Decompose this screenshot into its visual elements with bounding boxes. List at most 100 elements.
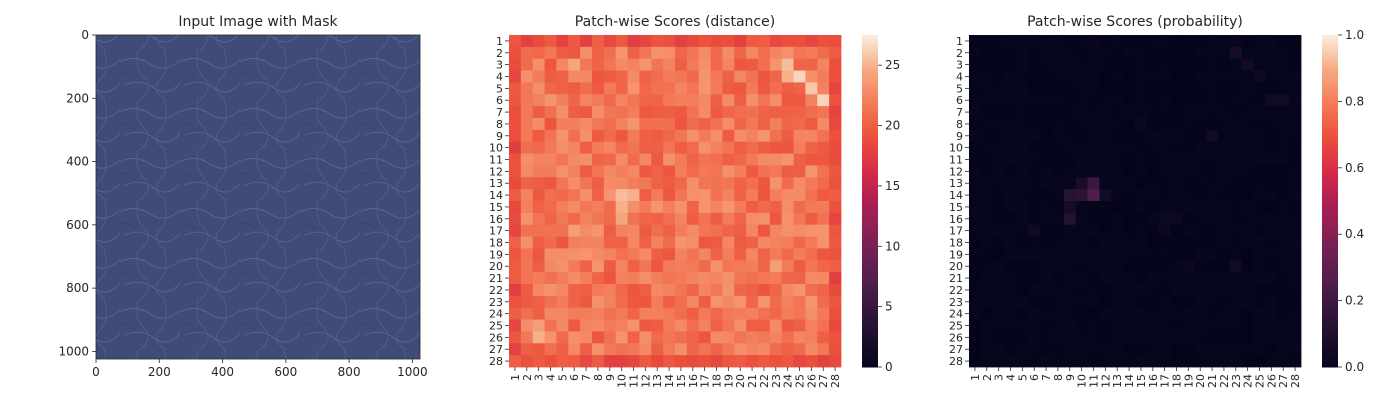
heatmap-cell (627, 70, 640, 83)
heatmap-cell (509, 165, 522, 178)
heatmap-cell (580, 236, 593, 249)
heatmap-cell (969, 260, 982, 273)
heatmap-cell (627, 94, 640, 107)
heatmap-cell (639, 189, 652, 202)
heatmap-cell (1052, 295, 1065, 309)
heatmap-cell (1170, 141, 1183, 154)
heatmap-cell (627, 307, 640, 320)
colorbar-segment (1322, 90, 1338, 94)
heatmap-cell (1135, 319, 1148, 332)
heatmap-y-tick-label: 8 (496, 118, 503, 131)
colorbar-segment (1322, 333, 1338, 338)
heatmap-cell (1028, 343, 1041, 356)
heatmap-cell (627, 272, 640, 285)
heatmap-cell (758, 236, 771, 249)
colorbar-segment (862, 131, 878, 136)
heatmap-cell (1241, 177, 1254, 190)
heatmap-cell (1194, 343, 1207, 356)
heatmap-cell (568, 106, 581, 119)
heatmap-cell (980, 58, 994, 71)
heatmap-cell (509, 106, 522, 119)
colorbar-segment (862, 333, 878, 338)
heatmap-cell (675, 129, 688, 143)
heatmap-cell (698, 58, 711, 71)
heatmap-cell (781, 177, 794, 190)
image-y-tick-label: 600 (66, 218, 89, 232)
heatmap-cell (781, 141, 794, 154)
heatmap-cell (992, 35, 1005, 48)
colorbar-segment (1322, 57, 1338, 61)
heatmap-cell (1099, 106, 1112, 119)
heatmap-cell (1277, 153, 1290, 166)
heatmap-cell (568, 212, 581, 226)
heatmap-cell (1016, 106, 1029, 119)
heatmap-cell (698, 94, 711, 107)
heatmap-cell (829, 284, 842, 297)
heatmap-cell (1277, 82, 1290, 95)
heatmap-cell (1016, 212, 1029, 226)
heatmap-cell (722, 272, 735, 285)
heatmap-cell (568, 236, 581, 249)
heatmap-y-tick-label: 26 (489, 331, 503, 344)
heatmap-cell (1099, 129, 1112, 143)
heatmap-cell (1146, 46, 1160, 60)
heatmap-cell (698, 343, 711, 356)
heatmap-y-tick-label: 14 (489, 189, 503, 202)
heatmap-cell (1111, 319, 1124, 332)
heatmap-cell (980, 153, 994, 166)
heatmap-cell (1146, 189, 1160, 202)
heatmap-cell (793, 189, 806, 202)
heatmap-cell (1016, 319, 1029, 332)
heatmap-cell (1004, 177, 1017, 190)
colorbar-segment (862, 40, 878, 44)
heatmap-cell (1289, 236, 1302, 249)
heatmap-cell (1063, 355, 1077, 368)
heatmap-cell (1075, 224, 1088, 237)
heatmap-cell (686, 118, 700, 131)
heatmap-cell (734, 153, 747, 166)
heatmap-cell (1040, 260, 1053, 273)
heatmap-cell (639, 319, 652, 332)
heatmap-cell (1004, 343, 1017, 356)
heatmap-x-tick-label: 22 (758, 374, 771, 388)
heatmap-cell (698, 284, 711, 297)
heatmap-cell (992, 177, 1005, 190)
colorbar-segment (862, 76, 878, 80)
heatmap-cell (1040, 224, 1053, 237)
heatmap-cell (1028, 129, 1041, 143)
heatmap-x-tick-label: 18 (1171, 374, 1184, 388)
heatmap-cell (686, 331, 700, 344)
colorbar-segment (1322, 212, 1338, 216)
heatmap-cell (817, 272, 830, 285)
heatmap-cell (568, 343, 581, 356)
heatmap-cell (734, 106, 747, 119)
heatmap-cell (734, 260, 747, 273)
colorbar-segment (1322, 361, 1338, 365)
heatmap-cell (603, 224, 617, 237)
heatmap-cell (1241, 295, 1254, 309)
heatmap-cell (1099, 70, 1112, 83)
heatmap-cell (1087, 46, 1100, 60)
heatmap-cell (781, 46, 794, 60)
heatmap-cell (520, 141, 534, 154)
distance-heatmap-y-axis: 1234567891011121314151617181920212223242… (489, 35, 509, 368)
heatmap-cell (1087, 35, 1100, 48)
heatmap-cell (781, 284, 794, 297)
heatmap-cell (1289, 129, 1302, 143)
colorbar-segment (1322, 142, 1338, 147)
heatmap-cell (592, 35, 605, 48)
colorbar-segment (862, 115, 878, 119)
heatmap-cell (734, 129, 747, 143)
colorbar-segment (862, 167, 878, 172)
heatmap-cell (1265, 343, 1278, 356)
heatmap-cell (734, 319, 747, 332)
heatmap-cell (532, 118, 545, 131)
heatmap-cell (1028, 307, 1041, 320)
colorbar-tick-label: 10 (885, 239, 900, 253)
heatmap-cell (556, 284, 569, 297)
heatmap-cell (568, 260, 581, 273)
heatmap-cell (651, 201, 664, 214)
heatmap-cell (805, 129, 818, 143)
heatmap-cell (686, 319, 700, 332)
colorbar-segment (862, 46, 878, 50)
